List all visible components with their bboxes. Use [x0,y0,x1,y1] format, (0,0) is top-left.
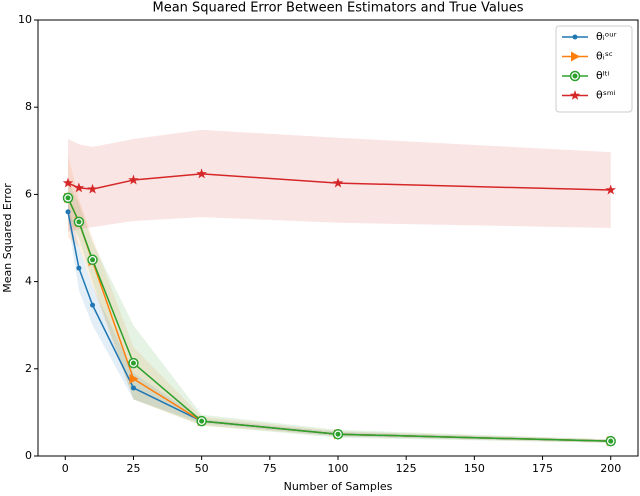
confidence-band [68,203,611,443]
chart-title: Mean Squared Error Between Estimators an… [153,1,524,16]
marker [87,183,98,194]
x-tick-label: 125 [396,462,417,475]
y-tick-label: 8 [25,100,32,113]
marker [128,174,139,185]
marker [76,265,82,271]
marker-core [65,195,71,201]
x-tick-label: 50 [195,462,209,475]
y-tick-label: 0 [25,449,32,462]
marker [87,254,98,266]
marker [332,177,344,188]
y-tick-label: 4 [25,275,32,288]
marker [572,34,578,40]
marker [90,302,96,308]
plot-frame [37,19,639,457]
y-tick-label: 6 [25,187,32,200]
x-tick-label: 150 [464,462,485,475]
x-tick-label: 200 [600,462,621,475]
legend-label: θᵢˢᶜ [596,50,613,63]
x-tick-label: 25 [126,462,140,475]
marker [605,184,616,195]
x-tick-label: 175 [532,462,553,475]
marker [605,435,616,447]
y-tick-label: 10 [18,13,32,26]
x-tick-label: 100 [328,462,349,475]
series-line [67,211,611,442]
marker-core [335,431,341,437]
marker [571,51,580,62]
marker [196,415,207,427]
marker-core [76,219,82,225]
x-axis-label: Number of Samples [284,480,393,493]
marker-core [608,438,614,444]
legend-label: θᵢᵒᵘʳ [596,30,617,43]
legend-box [555,25,633,113]
marker [65,209,71,215]
x-tick-label: 0 [62,462,69,475]
marker [569,70,581,82]
marker-core [572,73,578,79]
marker [73,182,85,193]
marker [128,357,139,369]
marker [130,385,136,391]
marker-core [90,257,96,263]
marker [62,177,74,188]
marker [332,428,344,440]
marker [129,373,139,384]
marker [73,216,85,228]
legend-label: θˢᵐⁱ [596,89,616,102]
confidence-band [68,129,611,232]
marker [196,168,207,179]
marker-core [130,360,136,366]
y-axis-label: Mean Squared Error [1,183,14,293]
y-tick-label: 2 [25,362,32,375]
marker [62,192,74,204]
marker-core [199,418,205,424]
x-tick-label: 75 [263,462,277,475]
legend-label: θˡᵗⁱ [596,69,610,82]
marker [569,90,581,100]
